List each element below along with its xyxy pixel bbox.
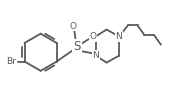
Text: O: O — [89, 32, 96, 41]
Text: S: S — [73, 40, 81, 53]
Text: Br: Br — [6, 57, 16, 66]
Text: N: N — [92, 51, 99, 60]
Text: O: O — [69, 22, 76, 31]
Text: N: N — [116, 32, 122, 41]
